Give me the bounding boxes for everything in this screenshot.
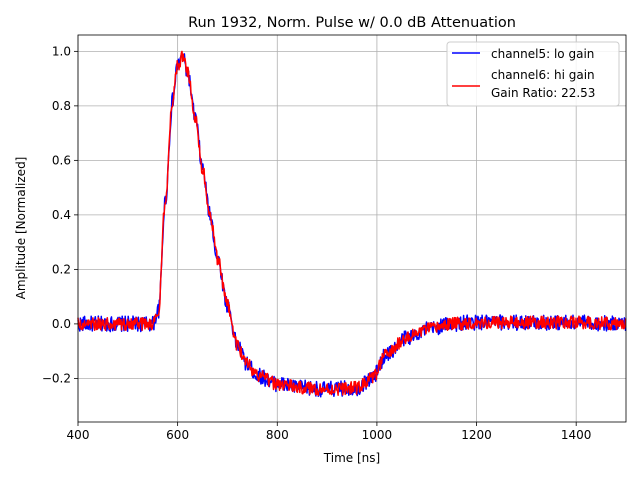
- y-tick-label: 0.2: [52, 262, 71, 276]
- legend-label-lo-gain: channel5: lo gain: [491, 47, 594, 61]
- x-tick-label: 600: [166, 428, 189, 442]
- legend: channel5: lo gain channel6: hi gain Gain…: [446, 41, 620, 107]
- x-tick-label: 400: [67, 428, 90, 442]
- y-tick-label: 0.0: [52, 317, 71, 331]
- legend-gain-ratio: Gain Ratio: 22.53: [491, 86, 595, 100]
- series-line-hi-gain: [77, 50, 627, 397]
- legend-box: [446, 41, 620, 107]
- plot-frame: [77, 34, 627, 423]
- y-axis-label: Amplitude [Normalized]: [14, 157, 28, 300]
- y-tick-label: 1.0: [52, 44, 71, 58]
- y-tick-label: −0.2: [42, 371, 71, 385]
- series-layer: [77, 50, 627, 398]
- x-tick-label: 1200: [461, 428, 492, 442]
- y-tick-label: 0.4: [52, 208, 71, 222]
- y-tick-label: 0.6: [52, 153, 71, 167]
- x-axis-label: Time [ns]: [323, 451, 380, 465]
- x-tick-label: 1000: [362, 428, 393, 442]
- y-axis-ticks: −0.2 0.0 0.2 0.4 0.6 0.8 1.0: [42, 44, 78, 385]
- x-tick-label: 800: [266, 428, 289, 442]
- y-tick-label: 0.8: [52, 99, 71, 113]
- x-tick-label: 1400: [561, 428, 592, 442]
- legend-label-hi-gain: channel6: hi gain: [491, 68, 595, 82]
- chart-title: Run 1932, Norm. Pulse w/ 0.0 dB Attenuat…: [188, 15, 516, 31]
- x-axis-ticks: 400 600 800 1000 1200 1400: [67, 422, 592, 442]
